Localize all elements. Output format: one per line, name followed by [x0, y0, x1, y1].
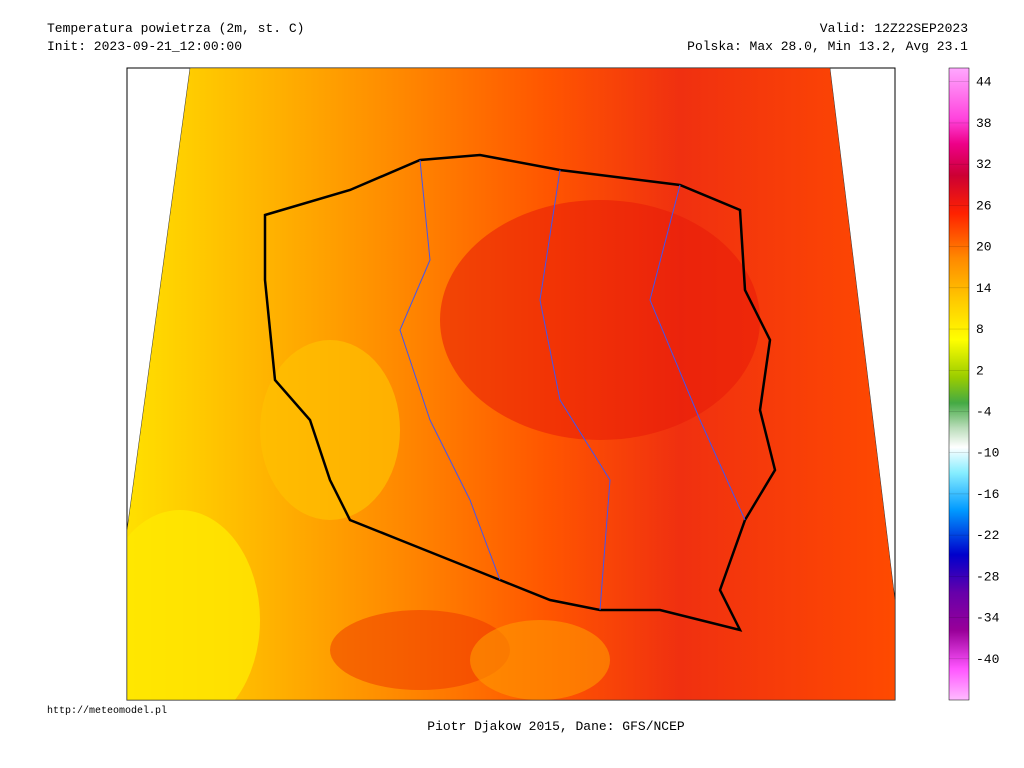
summary: Polska: Max 28.0, Min 13.2, Avg 23.1	[687, 39, 968, 54]
colorbar-label: -4	[976, 404, 992, 419]
colorbar-label: -28	[976, 569, 999, 584]
river	[539, 169, 611, 611]
title: Temperatura powietrza (2m, st. C)	[47, 21, 304, 36]
colorbar-label: 20	[976, 240, 992, 255]
river	[399, 159, 501, 581]
colorbar	[948, 67, 970, 701]
river	[649, 184, 746, 521]
source-url: http://meteomodel.pl	[47, 705, 167, 717]
valid-time: Valid: 12Z22SEP2023	[820, 21, 968, 36]
domain-edge	[126, 67, 896, 701]
credit: Piotr Djakow 2015, Dane: GFS/NCEP	[427, 719, 685, 734]
colorbar-label: 8	[976, 322, 984, 337]
colorbar-label: 14	[976, 281, 992, 296]
colorbar-label: -40	[976, 652, 999, 667]
colorbar-label: 38	[976, 116, 992, 131]
colorbar-label: -10	[976, 446, 999, 461]
poland-border	[263, 153, 777, 632]
colorbar-label: -34	[976, 611, 1000, 626]
temperature-field	[127, 68, 895, 700]
colorbar-label: 2	[976, 363, 984, 378]
colorbar-label: 32	[976, 157, 992, 172]
colorbar-label: 44	[976, 75, 992, 90]
init-time: Init: 2023-09-21_12:00:00	[47, 39, 242, 54]
colorbar-label: -16	[976, 487, 999, 502]
colorbar-label: 26	[976, 198, 992, 213]
colorbar-label: -22	[976, 528, 999, 543]
